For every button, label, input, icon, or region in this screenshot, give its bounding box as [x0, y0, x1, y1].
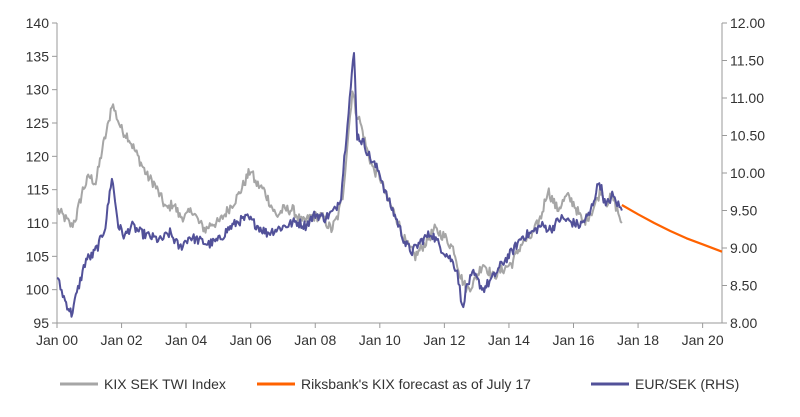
left-y-tick-label: 110	[27, 215, 50, 231]
left-y-tick-label: 130	[26, 82, 50, 98]
left-y-tick-label: 125	[26, 115, 50, 131]
right-y-tick-label: 9.00	[730, 240, 757, 256]
x-tick-label: Jan 02	[101, 332, 143, 348]
x-tick-label: Jan 10	[359, 332, 401, 348]
x-tick-label: Jan 00	[36, 332, 78, 348]
legend-label: EUR/SEK (RHS)	[635, 376, 739, 392]
x-tick-label: Jan 04	[165, 332, 207, 348]
left-y-tick-label: 95	[33, 315, 49, 331]
x-tick-label: Jan 14	[488, 332, 530, 348]
left-y-tick-label: 105	[26, 248, 50, 264]
right-y-tick-label: 11.00	[730, 90, 764, 106]
legend: KIX SEK TWI Index Riksbank's KIX forecast…	[60, 376, 739, 392]
left-y-tick-label: 100	[26, 282, 50, 298]
legend-label: KIX SEK TWI Index	[104, 376, 226, 392]
right-y-tick-label: 8.00	[730, 315, 757, 331]
left-y-tick-label: 115	[27, 182, 50, 198]
legend-forecast: Riksbank's KIX forecast as of July 17	[257, 376, 531, 392]
forecast-line	[621, 204, 723, 253]
right-y-tick-label: 10.00	[730, 165, 765, 181]
left-y-tick-label: 135	[26, 48, 50, 64]
legend-kix: KIX SEK TWI Index	[60, 376, 226, 392]
right-y-tick-label: 11.50	[730, 53, 764, 69]
x-tick-label: Jan 18	[617, 332, 659, 348]
right-y-tick-label: 8.50	[730, 278, 757, 294]
legend-eursek: EUR/SEK (RHS)	[591, 376, 739, 392]
series-lines	[56, 52, 723, 318]
x-tick-label: Jan 16	[552, 332, 594, 348]
x-tick-label: Jan 06	[230, 332, 272, 348]
x-tick-label: Jan 20	[682, 332, 724, 348]
right-y-tick-label: 9.50	[730, 203, 757, 219]
eur-sek-line	[56, 52, 623, 318]
axes	[52, 22, 727, 328]
left-y-tick-label: 140	[26, 15, 50, 31]
left-y-tick-label: 120	[26, 148, 50, 164]
right-y-tick-label: 12.00	[730, 15, 765, 31]
kix-sek-twi-line	[56, 90, 623, 294]
legend-label: Riksbank's KIX forecast as of July 17	[301, 376, 531, 392]
right-y-tick-label: 10.50	[730, 128, 765, 144]
x-tick-label: Jan 08	[294, 332, 336, 348]
tick-labels: 95 100 105 110 115 120 125 130 135 140 8.00 8.50 9.0…	[26, 15, 766, 348]
x-tick-label: Jan 12	[423, 332, 465, 348]
